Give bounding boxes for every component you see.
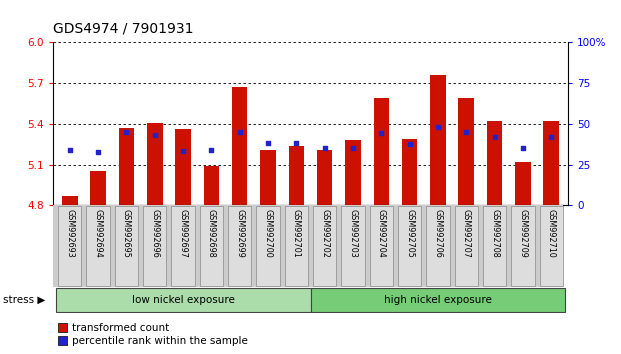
Bar — [317, 150, 332, 205]
Point — [546, 135, 556, 140]
Bar — [430, 75, 446, 205]
Text: GSM992701: GSM992701 — [292, 209, 301, 257]
Point — [263, 140, 273, 146]
Text: low nickel exposure: low nickel exposure — [132, 295, 235, 305]
Point — [235, 129, 245, 135]
FancyBboxPatch shape — [483, 206, 506, 286]
Point — [65, 147, 75, 153]
Text: GSM992698: GSM992698 — [207, 209, 216, 257]
Text: GSM992710: GSM992710 — [546, 209, 556, 257]
Point — [178, 148, 188, 154]
Bar — [487, 121, 502, 205]
FancyBboxPatch shape — [310, 288, 565, 312]
FancyBboxPatch shape — [256, 206, 279, 286]
Text: GSM992708: GSM992708 — [490, 209, 499, 257]
Point — [122, 129, 132, 135]
FancyBboxPatch shape — [455, 206, 478, 286]
FancyBboxPatch shape — [511, 206, 535, 286]
Point — [348, 145, 358, 151]
Text: GSM992705: GSM992705 — [405, 209, 414, 257]
FancyBboxPatch shape — [115, 206, 138, 286]
Bar — [147, 122, 163, 205]
Bar — [458, 98, 474, 205]
Bar — [232, 87, 248, 205]
Text: GSM992694: GSM992694 — [94, 209, 102, 257]
Text: stress ▶: stress ▶ — [3, 295, 45, 305]
Text: GSM992707: GSM992707 — [462, 209, 471, 257]
Bar — [90, 171, 106, 205]
Bar — [402, 139, 417, 205]
Bar — [62, 196, 78, 205]
Point — [461, 129, 471, 135]
FancyBboxPatch shape — [427, 206, 450, 286]
FancyBboxPatch shape — [58, 206, 81, 286]
Bar — [515, 162, 531, 205]
FancyBboxPatch shape — [369, 206, 393, 286]
Point — [405, 141, 415, 147]
Text: GSM992703: GSM992703 — [348, 209, 358, 257]
Text: GSM992699: GSM992699 — [235, 209, 244, 257]
FancyBboxPatch shape — [200, 206, 223, 286]
Text: GSM992709: GSM992709 — [519, 209, 527, 257]
FancyBboxPatch shape — [398, 206, 421, 286]
Text: GSM992704: GSM992704 — [377, 209, 386, 257]
Bar — [175, 129, 191, 205]
FancyBboxPatch shape — [540, 206, 563, 286]
Text: GSM992693: GSM992693 — [65, 209, 75, 257]
FancyBboxPatch shape — [56, 288, 310, 312]
FancyBboxPatch shape — [143, 206, 166, 286]
FancyBboxPatch shape — [342, 206, 365, 286]
Bar — [543, 121, 559, 205]
Point — [518, 145, 528, 151]
Text: GSM992696: GSM992696 — [150, 209, 159, 257]
Bar — [289, 145, 304, 205]
Text: GDS4974 / 7901931: GDS4974 / 7901931 — [53, 21, 193, 35]
Point — [93, 149, 103, 155]
Text: high nickel exposure: high nickel exposure — [384, 295, 492, 305]
Text: GSM992695: GSM992695 — [122, 209, 131, 257]
FancyBboxPatch shape — [228, 206, 252, 286]
FancyBboxPatch shape — [171, 206, 194, 286]
Text: GSM992697: GSM992697 — [179, 209, 188, 257]
FancyBboxPatch shape — [284, 206, 308, 286]
FancyBboxPatch shape — [86, 206, 110, 286]
Bar — [119, 128, 134, 205]
Point — [433, 124, 443, 130]
Bar — [260, 150, 276, 205]
Bar — [345, 140, 361, 205]
Point — [489, 135, 499, 140]
Legend: transformed count, percentile rank within the sample: transformed count, percentile rank withi… — [58, 323, 247, 346]
Point — [150, 132, 160, 138]
Point — [376, 131, 386, 136]
Point — [320, 145, 330, 151]
Text: GSM992706: GSM992706 — [433, 209, 442, 257]
Text: GSM992700: GSM992700 — [263, 209, 273, 257]
FancyBboxPatch shape — [313, 206, 337, 286]
Point — [206, 147, 216, 153]
Text: GSM992702: GSM992702 — [320, 209, 329, 257]
Bar — [373, 98, 389, 205]
Point — [291, 140, 301, 146]
Bar — [204, 166, 219, 205]
